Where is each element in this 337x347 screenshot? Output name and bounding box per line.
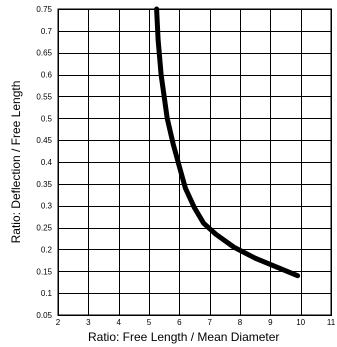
x-tick-label: 5 — [147, 318, 152, 327]
y-tick-label: 0.2 — [41, 245, 53, 254]
x-tick-labels: 2 3 4 5 6 7 8 9 10 11 — [56, 318, 336, 327]
y-tick-label: 0.1 — [41, 289, 53, 298]
plot-frame — [57, 8, 332, 316]
grid — [58, 9, 332, 316]
y-tick-label: 0.7 — [41, 27, 53, 36]
y-tick-label: 0.45 — [36, 136, 52, 145]
x-tick-label: 2 — [56, 318, 61, 327]
x-axis-label: Ratio: Free Length / Mean Diameter — [88, 330, 279, 344]
y-tick-label: 0.75 — [36, 5, 52, 14]
y-tick-label: 0.5 — [41, 114, 53, 123]
x-tick-label: 6 — [177, 318, 182, 327]
y-tick-label: 0.15 — [36, 267, 52, 276]
y-tick-label: 0.65 — [36, 49, 52, 58]
x-tick-label: 9 — [268, 318, 273, 327]
y-tick-label: 0.4 — [41, 158, 53, 167]
y-tick-label: 0.05 — [36, 311, 52, 320]
y-tick-label: 0.25 — [36, 224, 52, 233]
y-tick-label: 0.6 — [41, 71, 53, 80]
x-tick-label: 4 — [116, 318, 121, 327]
y-tick-label: 0.3 — [41, 202, 53, 211]
x-tick-label: 7 — [207, 318, 212, 327]
y-tick-label: 0.55 — [36, 92, 52, 101]
y-tick-labels: 0.05 0.1 0.15 0.2 0.25 0.3 0.35 0.4 0.45 0.5 0.55 0… — [36, 5, 52, 320]
x-tick-label: 11 — [327, 318, 336, 327]
x-tick-label: 10 — [296, 318, 305, 327]
y-tick-label: 0.35 — [36, 180, 52, 189]
x-tick-label: 3 — [86, 318, 91, 327]
x-tick-label: 8 — [238, 318, 243, 327]
y-axis-label: Ratio: Deflection / Free Length — [9, 81, 23, 244]
data-series-line — [154, 6, 301, 279]
